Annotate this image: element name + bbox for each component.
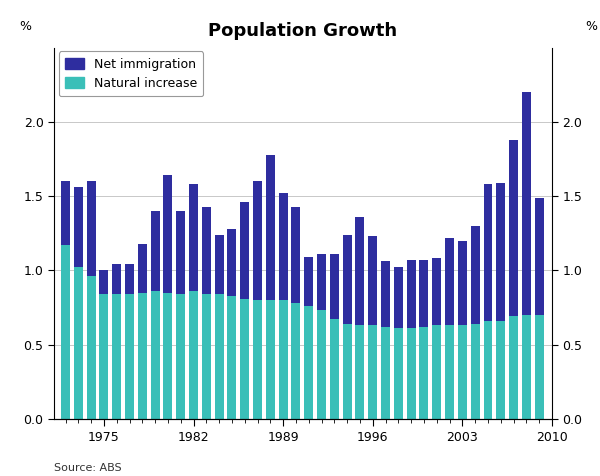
Bar [419,260,428,327]
Bar [86,276,95,419]
Bar [509,317,518,419]
Bar [496,321,505,419]
Bar [138,244,147,293]
Bar [355,325,364,419]
Bar [278,300,287,419]
Bar [266,155,275,300]
Bar [471,226,479,324]
Bar [433,258,441,325]
Bar [458,241,467,325]
Bar [304,306,313,419]
Bar [343,324,352,419]
Bar [458,325,467,419]
Bar [522,92,531,315]
Bar [163,293,172,419]
Bar [445,325,454,419]
Bar [433,325,441,419]
Bar [368,325,377,419]
Bar [86,181,95,276]
Bar [112,265,121,294]
Bar [355,217,364,325]
Text: %: % [585,20,597,33]
Bar [61,181,70,245]
Bar [100,294,109,419]
Bar [125,265,134,294]
Bar [330,319,339,419]
Bar [227,296,236,419]
Bar [535,315,544,419]
Text: Source: ABS: Source: ABS [54,463,122,473]
Bar [381,327,390,419]
Bar [535,198,544,315]
Bar [125,294,134,419]
Bar [407,328,416,419]
Bar [304,257,313,306]
Bar [471,324,479,419]
Bar [176,294,185,419]
Bar [266,300,275,419]
Bar [484,321,493,419]
Bar [509,139,518,317]
Bar [419,327,428,419]
Bar [292,207,301,303]
Bar [112,294,121,419]
Bar [407,260,416,328]
Text: %: % [19,20,31,33]
Bar [227,229,236,296]
Bar [61,245,70,419]
Bar [317,254,326,310]
Bar [240,298,249,419]
Bar [253,300,262,419]
Bar [317,310,326,419]
Bar [278,193,287,300]
Bar [151,211,160,291]
Bar [240,202,249,298]
Bar [202,294,211,419]
Bar [368,236,377,325]
Bar [74,187,83,268]
Bar [522,315,531,419]
Legend: Net immigration, Natural increase: Net immigration, Natural increase [59,51,203,96]
Bar [215,294,224,419]
Bar [189,184,198,291]
Bar [496,183,505,321]
Bar [74,268,83,419]
Bar [394,268,403,328]
Title: Population Growth: Population Growth [208,22,398,40]
Bar [330,254,339,319]
Bar [202,207,211,294]
Bar [138,293,147,419]
Bar [484,184,493,321]
Bar [343,235,352,324]
Bar [394,328,403,419]
Bar [163,175,172,293]
Bar [253,181,262,300]
Bar [292,303,301,419]
Bar [100,270,109,294]
Bar [445,238,454,325]
Bar [189,291,198,419]
Bar [151,291,160,419]
Bar [381,261,390,327]
Bar [176,211,185,294]
Bar [215,235,224,294]
